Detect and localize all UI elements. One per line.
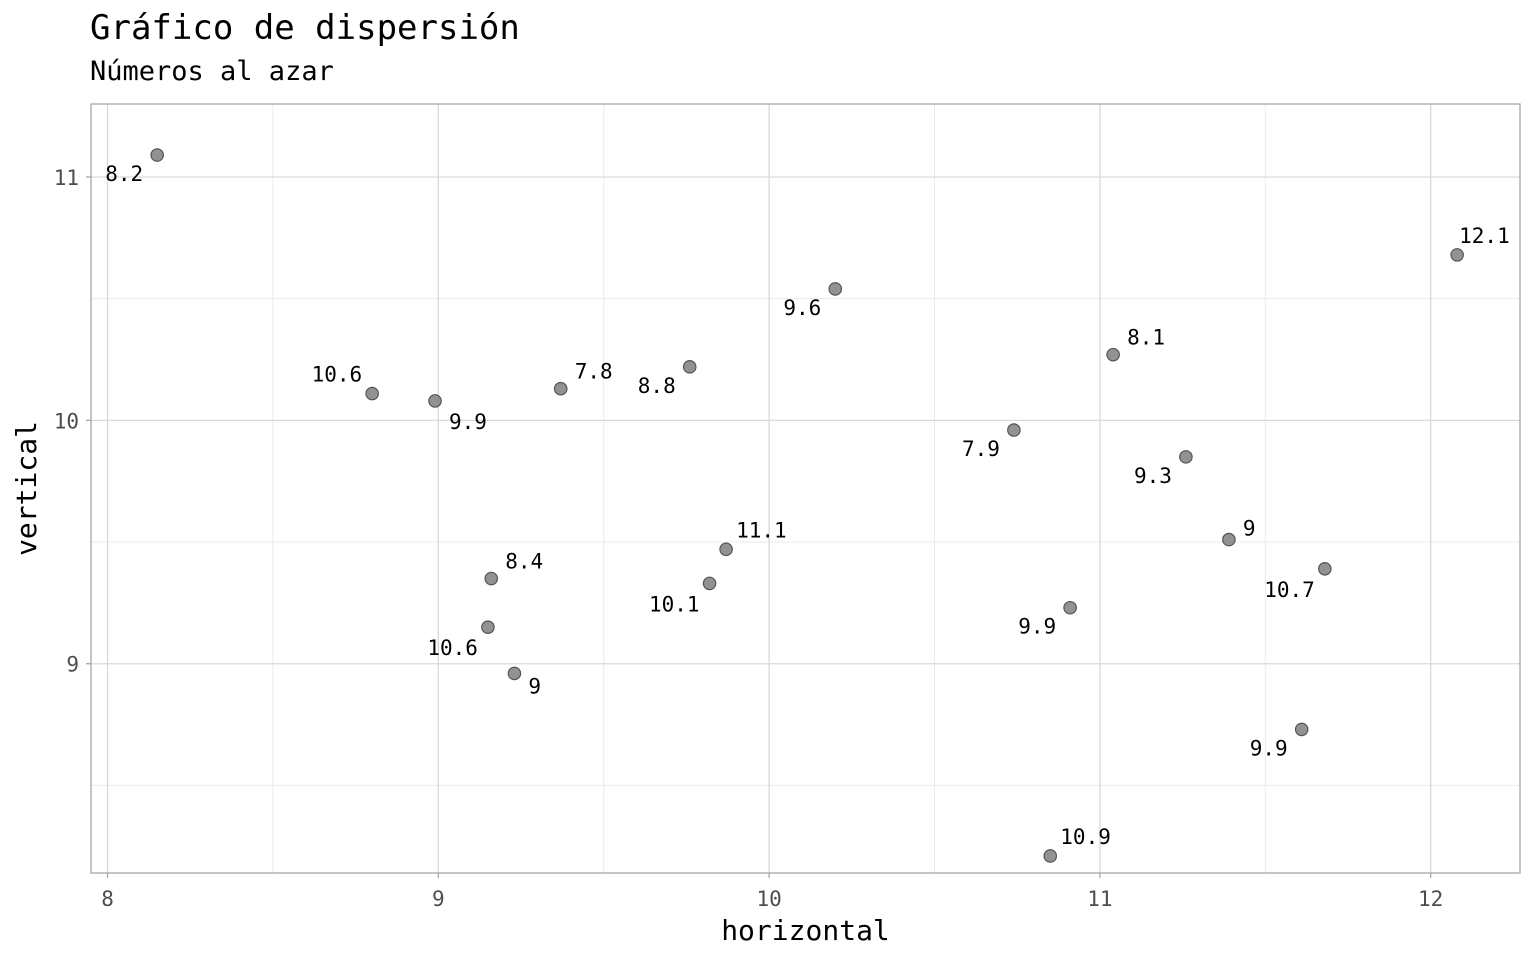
x-axis-label: horizontal xyxy=(721,914,890,947)
chart-title: Gráfico de dispersión xyxy=(90,8,520,48)
scatter-point xyxy=(365,386,379,401)
point-label: 12.1 xyxy=(1459,224,1510,248)
point-label: 7.8 xyxy=(575,360,613,384)
y-tick-label: 9 xyxy=(66,653,79,677)
axis-ticks: 8 9 10 11 12 9 10 11 xyxy=(54,166,1444,911)
scatter-point xyxy=(682,360,697,374)
scatter-point xyxy=(1063,600,1077,615)
scatter-point xyxy=(1222,532,1236,547)
scatter-point xyxy=(150,148,164,162)
scatter-point xyxy=(428,394,442,408)
point-label: 9 xyxy=(528,674,541,698)
scatter-point xyxy=(1106,347,1120,362)
point-label: 9.3 xyxy=(1134,464,1172,488)
plot-panel-border xyxy=(90,103,1521,874)
point-label: 8.8 xyxy=(638,374,676,398)
y-tick-label: 11 xyxy=(54,166,79,190)
scatter-point xyxy=(1007,423,1021,437)
point-labels: 8.2 10.6 9.9 7.8 8.8 9.6 8.4 10.6 9 11.1 10.1 7.9 8.… xyxy=(105,162,1510,849)
point-label: 9.9 xyxy=(1250,736,1288,760)
grid xyxy=(91,104,1520,873)
scatter-point xyxy=(507,666,522,681)
point-label: 9.9 xyxy=(449,410,487,434)
point-label: 10.9 xyxy=(1060,825,1111,849)
x-tick-label: 10 xyxy=(756,887,781,911)
y-tick-label: 10 xyxy=(54,409,79,433)
x-tick-label: 9 xyxy=(432,887,445,911)
point-label: 11.1 xyxy=(736,518,787,542)
scatter-point xyxy=(828,282,843,296)
point-label: 9.9 xyxy=(1018,615,1056,639)
point-label: 8.1 xyxy=(1127,326,1165,350)
point-label: 10.6 xyxy=(312,363,363,387)
scatter-point xyxy=(481,620,495,635)
scatter-point xyxy=(553,381,568,396)
scatter-point xyxy=(1043,849,1058,863)
point-label: 7.9 xyxy=(962,437,1000,461)
point-label: 10.1 xyxy=(649,592,700,616)
point-label: 8.2 xyxy=(105,162,143,186)
point-label: 9.6 xyxy=(783,296,821,320)
data-points xyxy=(150,148,1464,863)
scatter-point xyxy=(1294,722,1309,737)
y-axis-label: vertical xyxy=(10,421,43,556)
scatter-point xyxy=(484,571,499,586)
chart-subtitle: Números al azar xyxy=(90,56,334,87)
scatter-point xyxy=(1450,248,1464,262)
point-label: 10.7 xyxy=(1264,578,1315,602)
point-label: 8.4 xyxy=(505,550,543,574)
x-tick-label: 8 xyxy=(101,887,114,911)
scatter-point xyxy=(1179,450,1193,464)
scatter-point xyxy=(719,542,733,557)
x-tick-label: 11 xyxy=(1087,887,1112,911)
x-tick-label: 12 xyxy=(1418,887,1443,911)
scatter-point xyxy=(1318,562,1332,576)
scatter-point xyxy=(702,576,717,591)
point-label: 10.6 xyxy=(427,636,478,660)
point-label: 9 xyxy=(1243,517,1256,541)
